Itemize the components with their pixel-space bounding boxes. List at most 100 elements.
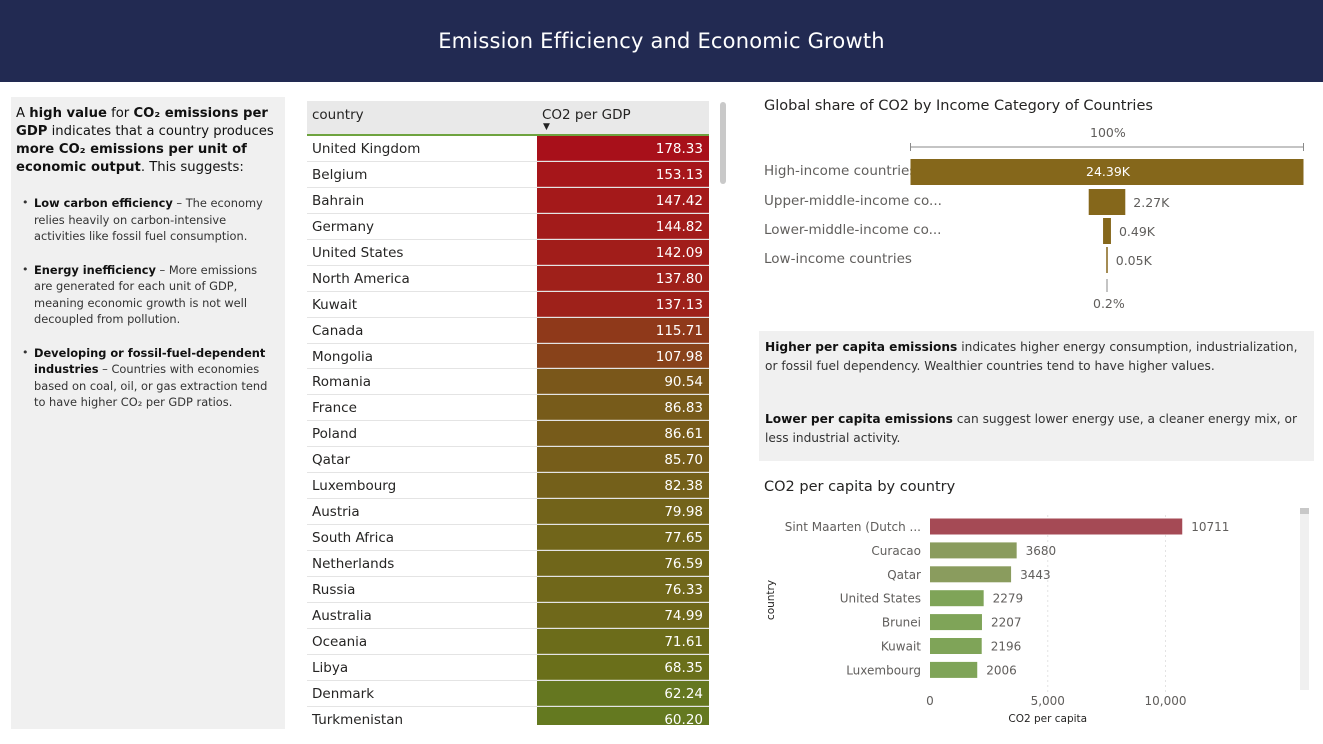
y-axis-title: country bbox=[765, 580, 777, 620]
bar[interactable] bbox=[930, 638, 982, 654]
table-row[interactable]: Belgium 153.13 bbox=[307, 161, 709, 188]
table-cell-co2-per-gdp: 147.42 bbox=[537, 187, 709, 213]
funnel-bar[interactable] bbox=[1088, 189, 1126, 215]
info-panel: A high value for CO₂ emissions per GDP i… bbox=[11, 97, 285, 729]
table-cell-co2-per-gdp: 77.65 bbox=[537, 525, 709, 550]
sort-descending-icon[interactable]: ▼ bbox=[543, 122, 550, 132]
table-cell-country: Russia bbox=[312, 581, 356, 598]
co2-per-capita-bar-chart[interactable]: 0 5,000 10,000 Sint Maarten (Dutch ... 10711… bbox=[760, 505, 1300, 730]
table-row[interactable]: France 86.83 bbox=[307, 395, 709, 422]
bar-value-label: 10711 bbox=[1191, 520, 1229, 534]
bar[interactable] bbox=[930, 518, 1183, 535]
table-cell-country: Denmark bbox=[312, 685, 375, 702]
table-cell-country: France bbox=[312, 400, 357, 417]
table-header: country CO2 per GDP ▼ bbox=[307, 101, 709, 136]
note-bold: Higher per capita emissions bbox=[765, 340, 958, 354]
table-row[interactable]: Oceania 71.61 bbox=[307, 628, 709, 655]
table-row[interactable]: United States 142.09 bbox=[307, 239, 709, 266]
table-cell-co2-per-gdp: 90.54 bbox=[537, 369, 709, 395]
info-bullet-title: Developing or fossil-fuel-dependent indu… bbox=[34, 345, 266, 377]
table-row[interactable]: Netherlands 76.59 bbox=[307, 551, 709, 577]
table-row[interactable]: Mongolia 107.98 bbox=[307, 343, 709, 370]
table-row[interactable]: Luxembourg 82.38 bbox=[307, 473, 709, 500]
table-cell-country: Bahrain bbox=[312, 192, 365, 209]
note-text: indicates higher energy consumption, ind… bbox=[765, 340, 1298, 373]
table-row[interactable]: South Africa 77.65 bbox=[307, 525, 709, 551]
info-lead-text: . This suggests: bbox=[140, 160, 244, 175]
table-row[interactable]: Poland 86.61 bbox=[307, 421, 709, 448]
column-header-label: CO2 per GDP bbox=[542, 107, 631, 123]
table-cell-country: Kuwait bbox=[312, 296, 358, 313]
funnel-category-label: High-income countries bbox=[764, 163, 917, 179]
y-category-label: Curacao bbox=[871, 544, 921, 558]
info-bullet-text: – The economy relies heavily on carbon-i… bbox=[34, 196, 263, 243]
table-row[interactable]: United Kingdom 178.33 bbox=[307, 136, 709, 162]
table-cell-country: South Africa bbox=[312, 530, 395, 547]
table-cell-country: Austria bbox=[312, 504, 360, 521]
bar-chart-scrollbar-thumb[interactable] bbox=[1300, 508, 1309, 514]
table-cell-country: Romania bbox=[312, 374, 372, 391]
table-row[interactable]: Russia 76.33 bbox=[307, 576, 709, 603]
table-row[interactable]: North America 137.80 bbox=[307, 265, 709, 292]
table-cell-co2-per-gdp: 82.38 bbox=[537, 473, 709, 499]
table-cell-co2-per-gdp: 107.98 bbox=[537, 343, 709, 369]
table-row[interactable]: Canada 115.71 bbox=[307, 317, 709, 344]
table-cell-country: United Kingdom bbox=[312, 141, 421, 157]
table-cell-co2-per-gdp: 76.33 bbox=[537, 576, 709, 602]
funnel-category-label: Low-income countries bbox=[764, 251, 912, 267]
bar-chart-scrollbar[interactable] bbox=[1300, 508, 1309, 690]
table-row[interactable]: Libya 68.35 bbox=[307, 654, 709, 681]
column-header-country[interactable]: country bbox=[312, 107, 364, 123]
table-scrollbar[interactable] bbox=[720, 102, 726, 184]
table-cell-co2-per-gdp: 137.13 bbox=[537, 291, 709, 317]
info-lead-bold: CO₂ emissions per GDP bbox=[16, 106, 268, 139]
info-bullets: Low carbon efficiency – The economy reli… bbox=[16, 195, 279, 411]
page-header: Emission Efficiency and Economic Growth bbox=[0, 0, 1323, 82]
table-cell-co2-per-gdp: 144.82 bbox=[537, 213, 709, 239]
funnel-chart-title: Global share of CO2 by Income Category o… bbox=[764, 98, 1153, 114]
x-axis-title: CO2 per capita bbox=[1008, 713, 1087, 725]
table-row[interactable]: Kuwait 137.13 bbox=[307, 291, 709, 318]
table-cell-country: North America bbox=[312, 270, 410, 287]
note-paragraph: Lower per capita emissions can suggest l… bbox=[765, 410, 1304, 448]
bar[interactable] bbox=[930, 614, 982, 631]
table-row[interactable]: Austria 79.98 bbox=[307, 499, 709, 526]
table-row[interactable]: Romania 90.54 bbox=[307, 369, 709, 396]
table-cell-co2-per-gdp: 74.99 bbox=[537, 602, 709, 628]
bar[interactable] bbox=[930, 661, 978, 678]
funnel-chart[interactable] bbox=[760, 140, 1320, 300]
column-header-co2-per-gdp[interactable]: CO2 per GDP ▼ bbox=[537, 101, 709, 134]
bar-value-label: 2279 bbox=[993, 592, 1024, 606]
table-row[interactable]: Qatar 85.70 bbox=[307, 447, 709, 474]
table-row[interactable]: Denmark 62.24 bbox=[307, 680, 709, 707]
info-bullet: Energy inefficiency – More emissions are… bbox=[16, 262, 279, 328]
table-row[interactable]: Australia 74.99 bbox=[307, 602, 709, 629]
bar[interactable] bbox=[930, 566, 1012, 583]
funnel-category-label: Lower-middle-income co... bbox=[764, 222, 942, 238]
funnel-value-label: 0.05K bbox=[1115, 253, 1152, 268]
funnel-bar[interactable] bbox=[1106, 247, 1108, 273]
bar[interactable] bbox=[930, 542, 1017, 559]
funnel-category-label: Upper-middle-income co... bbox=[764, 193, 942, 209]
table-row[interactable]: Bahrain 147.42 bbox=[307, 187, 709, 214]
bar-value-label: 2196 bbox=[991, 640, 1022, 654]
table-cell-co2-per-gdp: 76.59 bbox=[537, 551, 709, 576]
bar-value-label: 3680 bbox=[1026, 544, 1057, 558]
table-cell-co2-per-gdp: 60.20 bbox=[537, 706, 709, 725]
info-lead-text: for bbox=[106, 106, 134, 121]
table-cell-co2-per-gdp: 86.61 bbox=[537, 421, 709, 447]
y-category-label: Luxembourg bbox=[846, 663, 921, 677]
co2-per-gdp-table[interactable]: country CO2 per GDP ▼ United Kingdom 178.… bbox=[307, 101, 709, 725]
bar-value-label: 3443 bbox=[1020, 568, 1051, 582]
bar[interactable] bbox=[930, 590, 984, 607]
funnel-bar[interactable] bbox=[910, 159, 1304, 185]
funnel-value-label: 24.39K bbox=[1086, 164, 1130, 179]
table-cell-co2-per-gdp: 142.09 bbox=[537, 239, 709, 265]
info-bullet: Developing or fossil-fuel-dependent indu… bbox=[16, 345, 279, 411]
page-title: Emission Efficiency and Economic Growth bbox=[438, 29, 885, 53]
table-row[interactable]: Germany 144.82 bbox=[307, 213, 709, 240]
x-tick-label: 10,000 bbox=[1145, 694, 1187, 708]
table-row[interactable]: Turkmenistan 60.20 bbox=[307, 706, 709, 725]
table-cell-country: Libya bbox=[312, 659, 349, 676]
funnel-bar[interactable] bbox=[1103, 218, 1111, 244]
